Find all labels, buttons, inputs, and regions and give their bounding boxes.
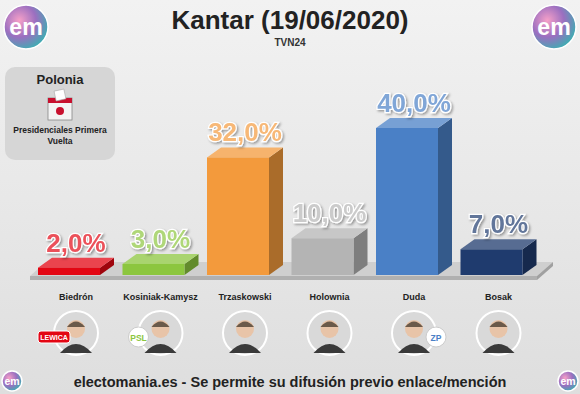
logo: em	[558, 371, 578, 391]
title: Kantar (19/06/2020)	[171, 5, 408, 35]
background	[0, 0, 580, 394]
logo: em	[4, 5, 48, 49]
bar-top	[292, 228, 368, 238]
logo-circle	[558, 371, 578, 391]
data-label: 2,0%	[46, 228, 105, 258]
bar-group	[207, 147, 283, 275]
photo	[477, 311, 521, 355]
bar	[376, 128, 438, 275]
ballot-emblem	[56, 107, 64, 115]
party-logo-text: LEWICA	[40, 334, 68, 341]
bar-top	[461, 239, 537, 249]
photo-hair	[490, 322, 508, 328]
data-label: 32,0%	[208, 117, 282, 147]
logo-text: em	[9, 14, 42, 40]
tick-label: Biedrón	[59, 292, 93, 302]
data-label: 10,0%	[293, 198, 367, 228]
bar-side	[438, 118, 452, 275]
logo-text: em	[560, 375, 575, 387]
bar-group	[123, 254, 199, 275]
party-logo-bg	[38, 331, 70, 343]
chart: ememememKantar (19/06/2020)TVN24PoloniaP…	[0, 0, 580, 394]
party-logo-text: ZP	[431, 333, 442, 343]
photo-body	[483, 344, 515, 353]
bar-group	[461, 239, 537, 275]
logo-text: em	[4, 375, 19, 387]
bar-group	[292, 228, 368, 275]
party-logo: ZP	[426, 327, 446, 347]
party-logo: PSL	[129, 327, 149, 347]
tick-label: Holownia	[310, 292, 351, 302]
ballot-paper	[54, 89, 66, 101]
photo-hair	[236, 322, 254, 328]
bar-group	[376, 118, 452, 275]
photo-head	[236, 320, 254, 338]
badge-box	[5, 67, 115, 160]
bars	[38, 118, 537, 275]
party-logo-text: PSL	[130, 333, 147, 343]
bar	[461, 249, 523, 275]
logo-text: em	[537, 14, 570, 40]
badge-subtitle-line: Presidenciales Primera	[13, 125, 107, 135]
labels: 2,0% 3,0% 32,0% 10,0% 40,0% 7,0%	[46, 88, 528, 258]
photo-body	[60, 344, 92, 353]
floor-side	[537, 262, 553, 280]
logo: em	[2, 371, 22, 391]
data-label: 7,0%	[469, 209, 528, 239]
tick-label: Kosiniak-Kamysz	[123, 292, 198, 302]
data-label: 40,0%	[377, 88, 451, 118]
photo-hair	[405, 322, 423, 328]
bar-top	[207, 147, 283, 157]
tick-label: Bosak	[485, 292, 513, 302]
ballot-box	[48, 98, 72, 120]
bar-top	[123, 254, 199, 264]
logo: em	[532, 5, 576, 49]
bar	[123, 264, 185, 275]
logo-circle	[2, 371, 22, 391]
photo-body	[314, 344, 346, 353]
logo-circle	[532, 5, 576, 49]
tick-label: Duda	[403, 292, 426, 302]
data-label: 3,0%	[131, 224, 190, 254]
logo-circle	[4, 5, 48, 49]
subtitle: TVN24	[274, 37, 306, 48]
floor-edge	[30, 276, 537, 280]
photo-hair	[152, 322, 170, 328]
photo	[223, 311, 267, 355]
bar-top	[38, 258, 114, 268]
photo-body	[229, 344, 261, 353]
photo-body	[145, 344, 177, 353]
photo-head	[321, 320, 339, 338]
photo-head	[490, 320, 508, 338]
bar	[38, 268, 100, 275]
party-logo-bg	[129, 327, 149, 347]
photo-head	[405, 320, 423, 338]
bar-group	[38, 258, 114, 275]
photo	[308, 311, 352, 355]
photo-frame	[477, 311, 521, 355]
bar	[292, 238, 354, 275]
photo-hair	[321, 322, 339, 328]
bar-top	[376, 118, 452, 128]
tick-label: Trzaskowski	[218, 292, 271, 302]
badge-subtitle-line: Vuelta	[47, 136, 72, 146]
photo-head	[152, 320, 170, 338]
photo-hair	[67, 322, 85, 328]
photo-frame	[223, 311, 267, 355]
photo-frame	[308, 311, 352, 355]
bar-side	[269, 147, 283, 275]
bar	[207, 157, 269, 275]
badge: Polonia Presidenciales PrimeraVuelta	[5, 67, 115, 160]
party-logo: LEWICA	[38, 331, 70, 343]
badge-subtitle: Presidenciales PrimeraVuelta	[13, 125, 107, 146]
badge-title: Polonia	[37, 72, 85, 87]
footer: electomania.es - Se permite su difusión …	[74, 374, 507, 390]
party-logo-bg	[426, 327, 446, 347]
photo-body	[398, 344, 430, 353]
